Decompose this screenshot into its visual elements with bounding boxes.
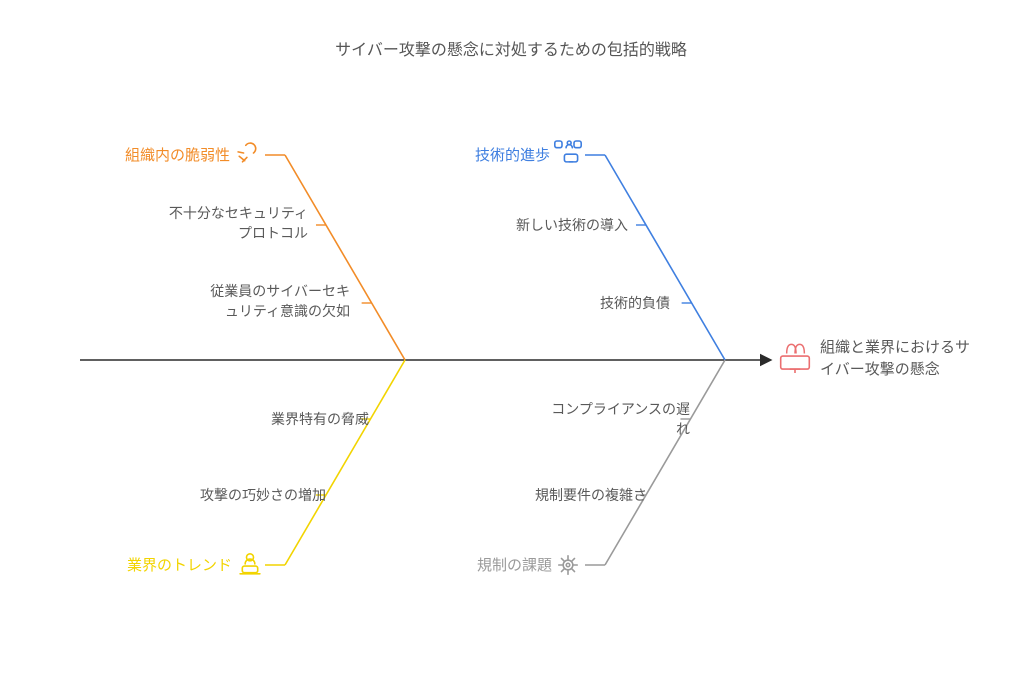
devices-icon <box>555 141 581 162</box>
sub-label-org-vuln-0: 不十分なセキュリティプロトコル <box>169 205 308 241</box>
sub-label-org-vuln-1: 従業員のサイバーセキュリティ意識の欠如 <box>210 283 350 319</box>
diagram-title: サイバー攻撃の懸念に対処するための包括的戦略 <box>335 40 687 59</box>
sub-label-tech-adv-1: 技術的負債 <box>600 295 670 311</box>
cyber-threat-icon <box>781 344 810 373</box>
goal-label: 組織と業界におけるサイバー攻撃の懸念 <box>820 339 970 378</box>
category-label-industry-trend: 業界のトレンド <box>127 557 232 574</box>
sub-label-industry-trend-1: 攻撃の巧妙さの増加 <box>200 487 326 503</box>
sub-label-regulatory-0: コンプライアンスの遅れ <box>551 401 690 437</box>
broken-link-icon <box>238 143 256 162</box>
person-laptop-icon <box>240 554 260 574</box>
bone-industry-trend <box>285 360 405 565</box>
sub-label-industry-trend-0: 業界特有の脅威 <box>271 411 369 427</box>
bone-regulatory <box>605 360 725 565</box>
bone-tech-adv <box>605 155 725 360</box>
sub-label-regulatory-1: 規制要件の複雑さ <box>535 487 647 503</box>
fishbone-diagram: サイバー攻撃の懸念に対処するための包括的戦略組織と業界におけるサイバー攻撃の懸念… <box>0 0 1022 680</box>
category-label-tech-adv: 技術的進歩 <box>475 147 550 164</box>
bone-org-vuln <box>285 155 405 360</box>
category-label-regulatory: 規制の課題 <box>477 557 552 574</box>
category-label-org-vuln: 組織内の脆弱性 <box>125 146 230 164</box>
gear-badge-icon <box>559 556 577 574</box>
sub-label-tech-adv-0: 新しい技術の導入 <box>516 217 628 233</box>
